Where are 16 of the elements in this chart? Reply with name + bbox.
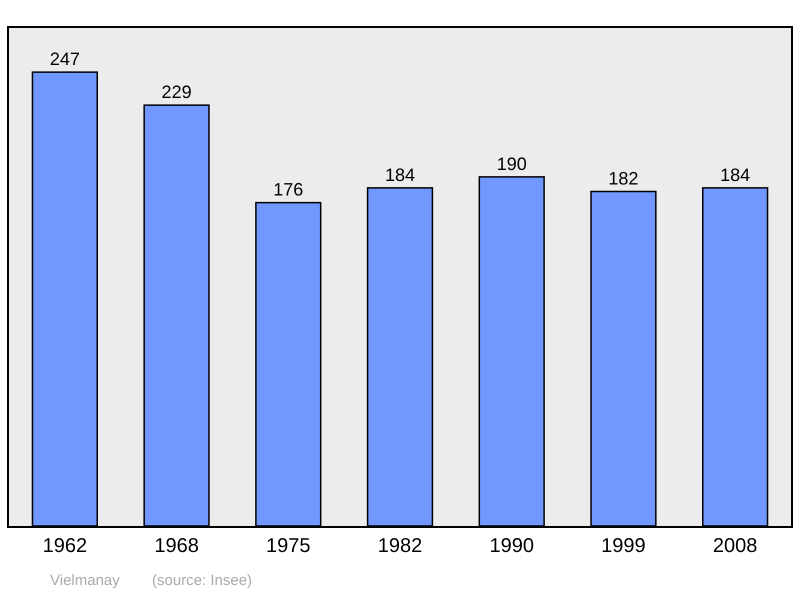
x-tick-label: 1968 <box>154 535 199 557</box>
x-tick-label: 1990 <box>489 535 534 557</box>
x-tick-label: 1982 <box>378 535 422 557</box>
x-tick-label: 1962 <box>42 535 88 557</box>
data-label: 184 <box>384 164 416 185</box>
data-label: 176 <box>273 180 304 200</box>
x-tick-label: 1999 <box>601 535 646 557</box>
data-label: 229 <box>162 82 192 102</box>
data-label: 184 <box>720 164 750 185</box>
data-label: 190 <box>496 154 527 174</box>
data-label: 247 <box>50 49 80 70</box>
x-tick-label: 1975 <box>266 535 311 557</box>
text: Vielmanay <box>50 572 120 589</box>
text: (source: Insee) <box>152 572 252 589</box>
x-tick-label: 2008 <box>712 535 758 557</box>
data-label: 182 <box>608 168 638 189</box>
